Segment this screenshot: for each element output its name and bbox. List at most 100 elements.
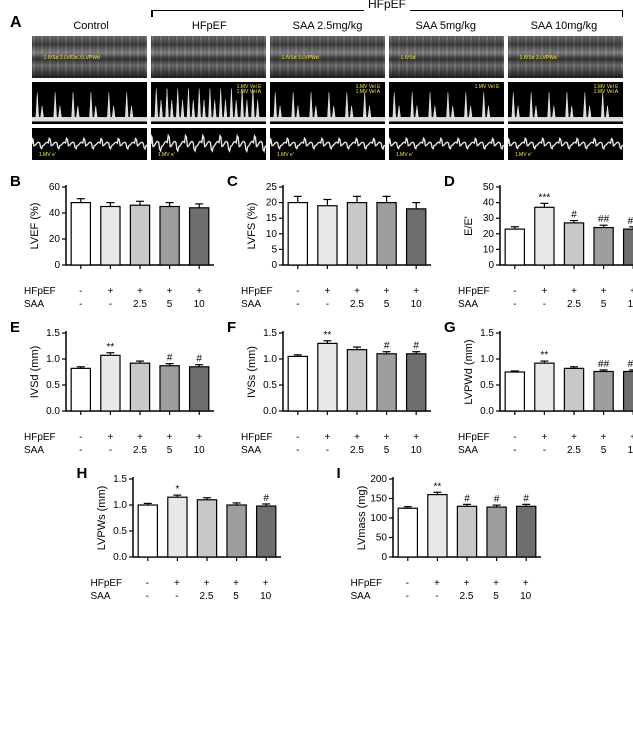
x-axis-value: 10	[618, 444, 633, 457]
x-axis-row-label: HFpEF	[351, 577, 393, 590]
significance-marker: *	[175, 484, 179, 495]
chart-svg-wrap: 0.00.51.01.5*#LVPWs (mm)	[91, 467, 297, 577]
svg-text:30: 30	[483, 213, 495, 224]
echo-mmode-image: 1.IVSd 3.LVPWd	[508, 36, 623, 78]
significance-marker: #	[571, 210, 577, 221]
x-axis-value: +	[162, 577, 192, 590]
x-axis-value: -	[66, 285, 96, 298]
svg-text:40: 40	[483, 198, 495, 209]
x-axis-value: -	[500, 431, 530, 444]
bar-chart-svg: 0.00.51.01.5**##IVSd (mm)	[24, 321, 219, 431]
x-axis-value: +	[452, 577, 482, 590]
x-axis-value: +	[618, 431, 633, 444]
x-axis-value: +	[251, 577, 281, 590]
x-axis-row-label: SAA	[351, 590, 393, 603]
x-axis-row-label: HFpEF	[24, 285, 66, 298]
y-axis-label: LVFS (%)	[246, 203, 258, 250]
chart-svg-wrap: 0.00.51.01.5**####LVPWd (mm)	[458, 321, 633, 431]
chart-svg-wrap: 0.00.51.01.5**##IVSs (mm)	[241, 321, 436, 431]
x-axis-value: +	[530, 431, 560, 444]
bar	[71, 368, 90, 411]
x-axis-values: -++++	[500, 285, 633, 298]
x-axis-value: +	[401, 285, 431, 298]
svg-text:15: 15	[266, 213, 278, 224]
x-axis-value: 2.5	[342, 298, 372, 311]
bar	[101, 355, 120, 411]
svg-text:0.5: 0.5	[263, 380, 277, 391]
svg-text:1.5: 1.5	[46, 328, 60, 339]
echo-grid: 1.IVSd 2.LVIDd 3.LVPWd1.IVSd 3.LVPWd1.IV…	[32, 36, 623, 160]
y-axis-label: LVEF (%)	[29, 203, 41, 250]
chart-panel-e: E0.00.51.01.5**##IVSd (mm)HFpEF-++++SAA-…	[10, 321, 219, 457]
svg-text:1.5: 1.5	[113, 474, 127, 485]
significance-marker: #	[413, 341, 419, 352]
significance-marker: ***	[539, 192, 551, 203]
x-axis-row: SAA--2.5510	[24, 298, 219, 311]
panel-label: G	[444, 319, 456, 336]
x-axis-value: -	[283, 444, 313, 457]
x-axis-value: 2.5	[559, 298, 589, 311]
x-axis-value: +	[618, 285, 633, 298]
x-axis-value: 5	[155, 298, 185, 311]
bar-chart-svg: 01020304050***#####E/E'	[458, 175, 633, 285]
echo-mmode-image	[151, 36, 266, 78]
significance-marker: ##	[598, 359, 610, 370]
svg-text:10: 10	[483, 244, 495, 255]
echo-tdi-image: 1.MV e'	[32, 128, 147, 160]
x-axis-value: +	[559, 285, 589, 298]
x-axis-labels: HFpEF-++++SAA--2.5510	[241, 285, 436, 311]
x-axis-row: HFpEF-++++	[24, 431, 219, 444]
col-header: SAA 10mg/kg	[505, 18, 623, 36]
svg-text:0.0: 0.0	[113, 552, 127, 563]
svg-text:1.5: 1.5	[263, 328, 277, 339]
x-axis-row-label: HFpEF	[91, 577, 133, 590]
x-axis-value: 10	[618, 298, 633, 311]
x-axis-value: 10	[401, 444, 431, 457]
bar	[377, 203, 396, 265]
x-axis-row: SAA--2.5510	[91, 590, 297, 603]
x-axis-value: +	[192, 577, 222, 590]
x-axis-value: 2.5	[192, 590, 222, 603]
svg-text:5: 5	[271, 244, 277, 255]
hfpef-group-label: HFpEF	[364, 0, 410, 11]
x-axis-value: +	[221, 577, 251, 590]
x-axis-value: +	[313, 431, 343, 444]
x-axis-values: --2.5510	[133, 590, 281, 603]
bar	[594, 228, 613, 265]
bar-chart-svg: 050100150200**###LVmass (mg)	[351, 467, 546, 577]
panel-label: I	[337, 465, 341, 482]
bar	[167, 497, 186, 557]
echo-annotation: 1.IVSd 3.LVPWd	[520, 56, 557, 62]
x-axis-value: -	[393, 577, 423, 590]
bar	[318, 343, 337, 411]
svg-text:10: 10	[266, 229, 278, 240]
bar-chart-svg: 0510152025LVFS (%)	[241, 175, 436, 285]
x-axis-value: 5	[481, 590, 511, 603]
echo-doppler-image: 1.MV Vel E 1.MV Vel A	[151, 82, 266, 124]
chart-svg-wrap: 0204060LVEF (%)	[24, 175, 219, 285]
x-axis-values: -++++	[283, 431, 431, 444]
x-axis-labels: HFpEF-++++SAA--2.5510	[458, 431, 633, 457]
bar	[197, 500, 216, 557]
bar	[564, 223, 583, 265]
svg-text:100: 100	[370, 513, 387, 524]
svg-text:200: 200	[370, 474, 387, 485]
x-axis-value: -	[283, 298, 313, 311]
chart-panel-i: I050100150200**###LVmass (mg)HFpEF-++++S…	[337, 467, 557, 603]
x-axis-value: 5	[372, 444, 402, 457]
bar	[427, 495, 446, 557]
x-axis-value: 5	[155, 444, 185, 457]
x-axis-value: +	[481, 577, 511, 590]
svg-text:0.5: 0.5	[113, 526, 127, 537]
x-axis-value: +	[125, 285, 155, 298]
x-axis-value: +	[530, 285, 560, 298]
x-axis-row-label: HFpEF	[241, 431, 283, 444]
chart-panel-f: F0.00.51.01.5**##IVSs (mm)HFpEF-++++SAA-…	[227, 321, 436, 457]
bar-chart-svg: 0.00.51.01.5**##IVSs (mm)	[241, 321, 436, 431]
x-axis-value: -	[313, 298, 343, 311]
panel-label: H	[77, 465, 88, 482]
x-axis-value: -	[393, 590, 423, 603]
figure-root: A HFpEF Control HFpEF SAA 2.5mg/kg SAA 5…	[10, 10, 623, 603]
x-axis-value: -	[530, 298, 560, 311]
bar	[101, 207, 120, 266]
